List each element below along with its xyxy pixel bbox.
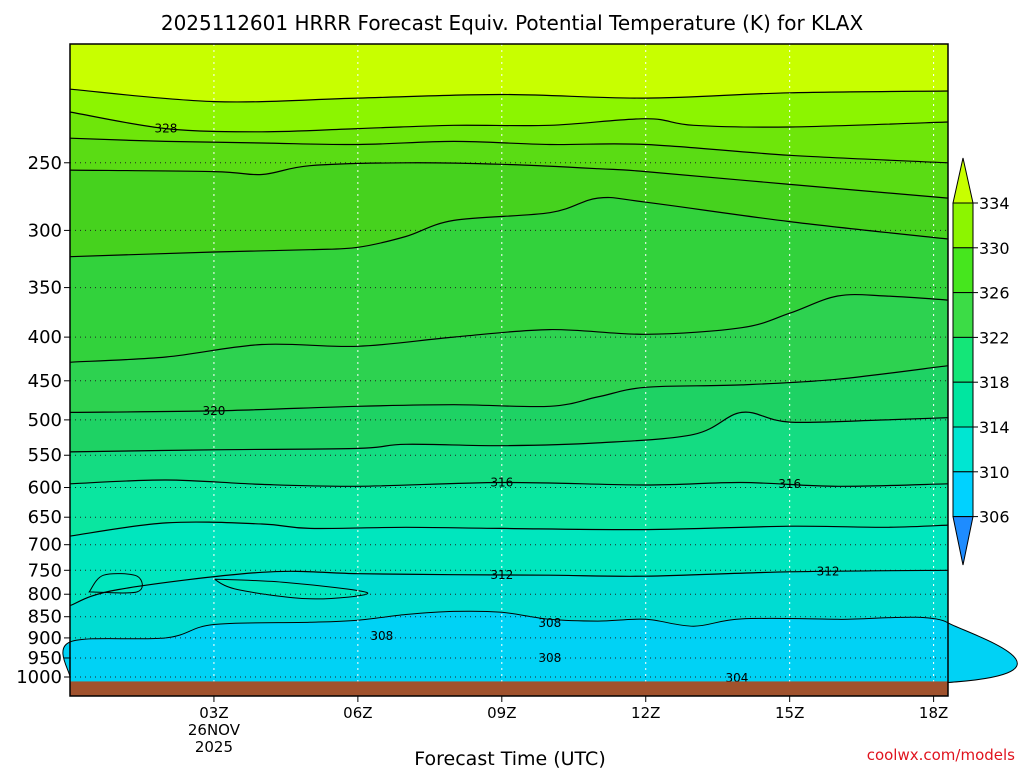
- contour-328: [69, 111, 949, 133]
- ytick-label-300: 300: [28, 220, 62, 241]
- ytick-label-800: 800: [28, 584, 62, 605]
- date-label-year: 2025: [195, 738, 233, 756]
- contour-310: [69, 569, 949, 607]
- date-label-day: 26NOV: [188, 721, 241, 739]
- colorbar-segment: [952, 247, 974, 294]
- ytick-label-900: 900: [28, 628, 62, 649]
- contour-label-320: 320: [202, 404, 225, 418]
- xtick-label-09Z: 09Z: [487, 704, 516, 722]
- xtick-label-15Z: 15Z: [775, 704, 804, 722]
- colorbar: 334 330 326 322 318 314 310 306: [952, 157, 1010, 566]
- colorbar-label-330: 330: [979, 239, 1010, 258]
- ytick-label-950: 950: [28, 648, 62, 669]
- grid-lines: [70, 44, 948, 696]
- contour-312: [69, 521, 949, 537]
- contour-label-316: 316: [490, 476, 513, 490]
- ytick-label-350: 350: [28, 278, 62, 299]
- contour-320: [69, 293, 949, 363]
- x-axis-ticks: 03Z 06Z 09Z 12Z 15Z 18Z: [199, 696, 948, 722]
- contour-322: [69, 196, 949, 258]
- colorbar-label-306: 306: [979, 508, 1010, 527]
- contour-label-308: 308: [370, 629, 393, 643]
- credit-link[interactable]: coolwx.com/models: [867, 746, 1015, 764]
- ytick-label-600: 600: [28, 478, 62, 499]
- contour-lines: [69, 88, 949, 607]
- contour-label-312: 312: [817, 564, 840, 578]
- xtick-label-03Z: 03Z: [199, 704, 228, 722]
- colorbar-label-322: 322: [979, 328, 1010, 347]
- contour-label-308: 308: [538, 651, 561, 665]
- colorbar-label-326: 326: [979, 284, 1010, 303]
- ground-surface: [70, 681, 948, 696]
- xtick-label-18Z: 18Z: [919, 704, 948, 722]
- colorbar-extend-low: [952, 516, 974, 566]
- colorbar-segment: [952, 336, 974, 383]
- contour-label-328: 328: [155, 122, 178, 136]
- contour-326: [69, 137, 949, 164]
- ytick-label-700: 700: [28, 535, 62, 556]
- colorbar-label-334: 334: [979, 194, 1010, 213]
- colorbar-segment: [952, 202, 974, 249]
- ytick-label-550: 550: [28, 445, 62, 466]
- plot-frame: [69, 43, 949, 697]
- contour-label-316: 316: [778, 477, 801, 491]
- colorbar-segment: [952, 292, 974, 338]
- ytick-label-750: 750: [28, 560, 62, 581]
- contour-314: [69, 479, 949, 487]
- contour-330: [69, 88, 949, 103]
- ytick-label-450: 450: [28, 371, 62, 392]
- contour-324: [69, 162, 949, 199]
- ytick-label-1000: 1000: [16, 667, 62, 688]
- contour-318: [69, 365, 949, 413]
- colorbar-extend-high: [952, 157, 974, 204]
- colorbar-segment: [952, 381, 974, 428]
- y-axis-ticks: 2503003504004505005506006507007508008509…: [16, 153, 70, 688]
- xtick-label-12Z: 12Z: [631, 704, 660, 722]
- chart-title: 2025112601 HRRR Forecast Equiv. Potentia…: [161, 11, 864, 35]
- colorbar-label-318: 318: [979, 373, 1010, 392]
- ytick-label-850: 850: [28, 607, 62, 628]
- cell-310: [213, 578, 369, 600]
- contour-label-312: 312: [490, 568, 513, 582]
- ytick-label-500: 500: [28, 410, 62, 431]
- colorbar-segment: [952, 426, 974, 473]
- xtick-label-06Z: 06Z: [343, 704, 372, 722]
- x-axis-label: Forecast Time (UTC): [414, 748, 605, 768]
- region-308: [62, 610, 1018, 688]
- contour-label-308: 308: [538, 616, 561, 630]
- shaded-bands: [62, 44, 1018, 697]
- ytick-label-250: 250: [28, 153, 62, 174]
- contour-316: [69, 411, 949, 453]
- ytick-label-400: 400: [28, 327, 62, 348]
- colorbar-segment: [952, 471, 974, 518]
- colorbar-label-310: 310: [979, 463, 1010, 482]
- ytick-label-650: 650: [28, 507, 62, 528]
- colorbar-label-314: 314: [979, 418, 1010, 437]
